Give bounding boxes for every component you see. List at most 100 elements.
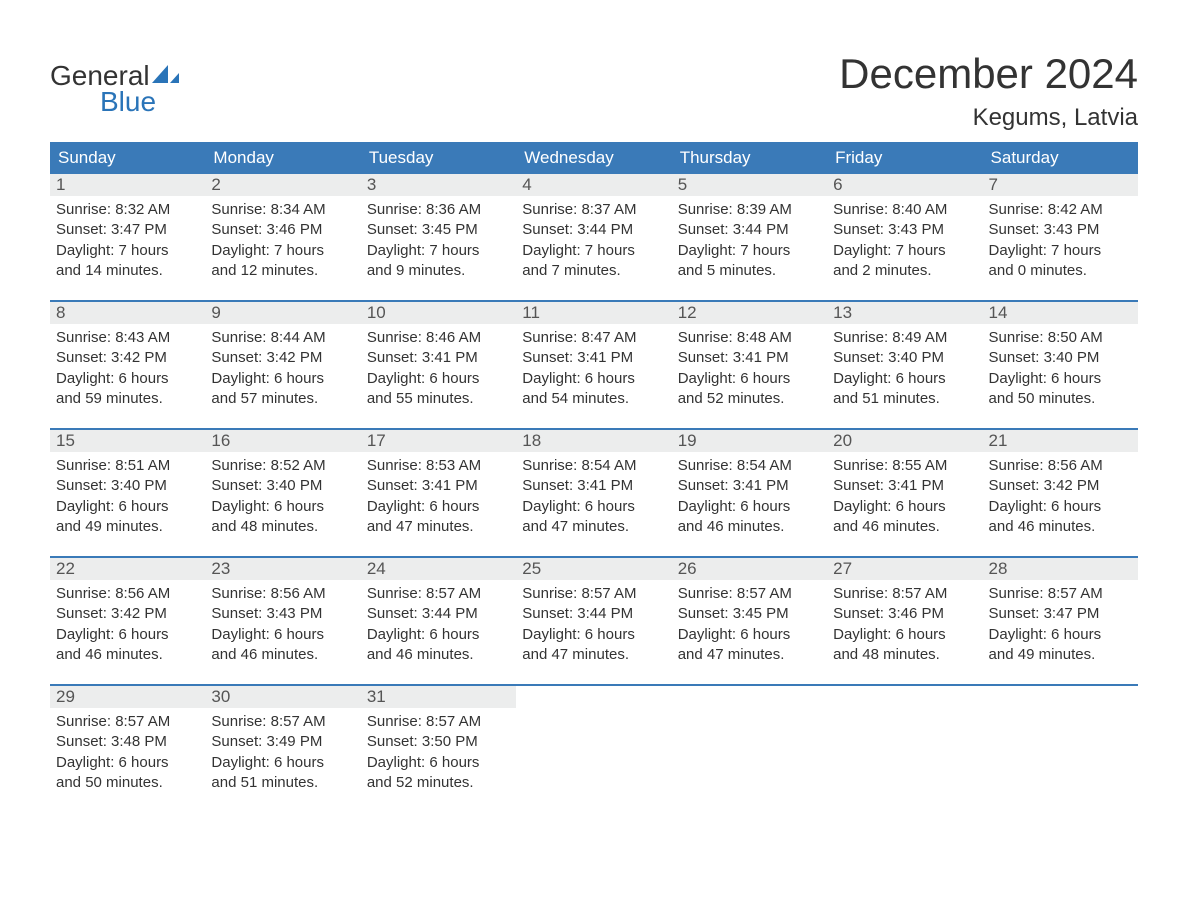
- week-row: 8Sunrise: 8:43 AMSunset: 3:42 PMDaylight…: [50, 300, 1138, 428]
- sunrise-line: Sunrise: 8:57 AM: [678, 584, 821, 604]
- week-row: 1Sunrise: 8:32 AMSunset: 3:47 PMDaylight…: [50, 174, 1138, 300]
- calendar: Sunday Monday Tuesday Wednesday Thursday…: [50, 142, 1138, 812]
- day-cell: 12Sunrise: 8:48 AMSunset: 3:41 PMDayligh…: [672, 302, 827, 428]
- day-number: 7: [983, 174, 1138, 196]
- day-content: Sunrise: 8:56 AMSunset: 3:43 PMDaylight:…: [205, 580, 360, 665]
- day-cell: 20Sunrise: 8:55 AMSunset: 3:41 PMDayligh…: [827, 430, 982, 556]
- daylight-line1: Daylight: 6 hours: [833, 497, 976, 517]
- daylight-line1: Daylight: 6 hours: [367, 625, 510, 645]
- day-number: 24: [361, 558, 516, 580]
- day-number: 26: [672, 558, 827, 580]
- day-cell: 23Sunrise: 8:56 AMSunset: 3:43 PMDayligh…: [205, 558, 360, 684]
- sunset-line: Sunset: 3:43 PM: [833, 220, 976, 240]
- sunrise-line: Sunrise: 8:54 AM: [522, 456, 665, 476]
- daylight-line1: Daylight: 6 hours: [56, 753, 199, 773]
- daylight-line2: and 57 minutes.: [211, 389, 354, 409]
- sunrise-line: Sunrise: 8:51 AM: [56, 456, 199, 476]
- sunset-line: Sunset: 3:50 PM: [367, 732, 510, 752]
- sunset-line: Sunset: 3:42 PM: [989, 476, 1132, 496]
- daylight-line1: Daylight: 6 hours: [678, 497, 821, 517]
- sunset-line: Sunset: 3:42 PM: [211, 348, 354, 368]
- sunset-line: Sunset: 3:41 PM: [833, 476, 976, 496]
- day-number: 4: [516, 174, 671, 196]
- day-number: 25: [516, 558, 671, 580]
- daylight-line2: and 52 minutes.: [678, 389, 821, 409]
- day-content: Sunrise: 8:36 AMSunset: 3:45 PMDaylight:…: [361, 196, 516, 281]
- day-content: Sunrise: 8:56 AMSunset: 3:42 PMDaylight:…: [983, 452, 1138, 537]
- day-number: 10: [361, 302, 516, 324]
- sunrise-line: Sunrise: 8:46 AM: [367, 328, 510, 348]
- weeks-container: 1Sunrise: 8:32 AMSunset: 3:47 PMDaylight…: [50, 174, 1138, 812]
- daylight-line2: and 49 minutes.: [56, 517, 199, 537]
- daylight-line2: and 46 minutes.: [367, 645, 510, 665]
- daylight-line1: Daylight: 6 hours: [56, 369, 199, 389]
- day-content: Sunrise: 8:55 AMSunset: 3:41 PMDaylight:…: [827, 452, 982, 537]
- daylight-line2: and 49 minutes.: [989, 645, 1132, 665]
- sunset-line: Sunset: 3:42 PM: [56, 348, 199, 368]
- sunrise-line: Sunrise: 8:57 AM: [367, 712, 510, 732]
- day-header-friday: Friday: [827, 142, 982, 174]
- daylight-line2: and 12 minutes.: [211, 261, 354, 281]
- day-cell: 10Sunrise: 8:46 AMSunset: 3:41 PMDayligh…: [361, 302, 516, 428]
- daylight-line1: Daylight: 7 hours: [833, 241, 976, 261]
- daylight-line2: and 7 minutes.: [522, 261, 665, 281]
- sunset-line: Sunset: 3:45 PM: [367, 220, 510, 240]
- day-content: Sunrise: 8:57 AMSunset: 3:44 PMDaylight:…: [516, 580, 671, 665]
- daylight-line2: and 51 minutes.: [833, 389, 976, 409]
- daylight-line2: and 0 minutes.: [989, 261, 1132, 281]
- daylight-line2: and 46 minutes.: [678, 517, 821, 537]
- sunset-line: Sunset: 3:43 PM: [989, 220, 1132, 240]
- day-cell: 22Sunrise: 8:56 AMSunset: 3:42 PMDayligh…: [50, 558, 205, 684]
- day-number: 19: [672, 430, 827, 452]
- daylight-line2: and 47 minutes.: [522, 645, 665, 665]
- day-content: Sunrise: 8:50 AMSunset: 3:40 PMDaylight:…: [983, 324, 1138, 409]
- day-number: 9: [205, 302, 360, 324]
- daylight-line1: Daylight: 7 hours: [56, 241, 199, 261]
- day-cell: 27Sunrise: 8:57 AMSunset: 3:46 PMDayligh…: [827, 558, 982, 684]
- daylight-line1: Daylight: 6 hours: [989, 369, 1132, 389]
- sunset-line: Sunset: 3:41 PM: [367, 348, 510, 368]
- daylight-line1: Daylight: 6 hours: [211, 369, 354, 389]
- sunrise-line: Sunrise: 8:32 AM: [56, 200, 199, 220]
- daylight-line1: Daylight: 6 hours: [522, 625, 665, 645]
- day-cell: 14Sunrise: 8:50 AMSunset: 3:40 PMDayligh…: [983, 302, 1138, 428]
- sunset-line: Sunset: 3:41 PM: [522, 348, 665, 368]
- day-header-sunday: Sunday: [50, 142, 205, 174]
- day-number: 6: [827, 174, 982, 196]
- day-cell: 5Sunrise: 8:39 AMSunset: 3:44 PMDaylight…: [672, 174, 827, 300]
- sunset-line: Sunset: 3:49 PM: [211, 732, 354, 752]
- daylight-line1: Daylight: 6 hours: [522, 497, 665, 517]
- day-content: Sunrise: 8:57 AMSunset: 3:49 PMDaylight:…: [205, 708, 360, 793]
- sunrise-line: Sunrise: 8:37 AM: [522, 200, 665, 220]
- day-content: Sunrise: 8:57 AMSunset: 3:47 PMDaylight:…: [983, 580, 1138, 665]
- day-number: 23: [205, 558, 360, 580]
- day-cell: 29Sunrise: 8:57 AMSunset: 3:48 PMDayligh…: [50, 686, 205, 812]
- sunrise-line: Sunrise: 8:47 AM: [522, 328, 665, 348]
- daylight-line2: and 46 minutes.: [833, 517, 976, 537]
- sunset-line: Sunset: 3:40 PM: [56, 476, 199, 496]
- daylight-line2: and 55 minutes.: [367, 389, 510, 409]
- daylight-line1: Daylight: 7 hours: [989, 241, 1132, 261]
- sunrise-line: Sunrise: 8:57 AM: [522, 584, 665, 604]
- daylight-line2: and 46 minutes.: [56, 645, 199, 665]
- day-cell: 7Sunrise: 8:42 AMSunset: 3:43 PMDaylight…: [983, 174, 1138, 300]
- daylight-line2: and 48 minutes.: [833, 645, 976, 665]
- day-content: Sunrise: 8:34 AMSunset: 3:46 PMDaylight:…: [205, 196, 360, 281]
- sunrise-line: Sunrise: 8:49 AM: [833, 328, 976, 348]
- daylight-line2: and 54 minutes.: [522, 389, 665, 409]
- daylight-line1: Daylight: 6 hours: [211, 753, 354, 773]
- day-number: 14: [983, 302, 1138, 324]
- logo-text-blue: Blue: [100, 86, 156, 118]
- day-number: 20: [827, 430, 982, 452]
- day-number: 27: [827, 558, 982, 580]
- day-content: Sunrise: 8:51 AMSunset: 3:40 PMDaylight:…: [50, 452, 205, 537]
- day-content: Sunrise: 8:40 AMSunset: 3:43 PMDaylight:…: [827, 196, 982, 281]
- day-cell: 9Sunrise: 8:44 AMSunset: 3:42 PMDaylight…: [205, 302, 360, 428]
- sunrise-line: Sunrise: 8:50 AM: [989, 328, 1132, 348]
- sunset-line: Sunset: 3:41 PM: [678, 348, 821, 368]
- sunrise-line: Sunrise: 8:40 AM: [833, 200, 976, 220]
- day-content: Sunrise: 8:46 AMSunset: 3:41 PMDaylight:…: [361, 324, 516, 409]
- day-content: Sunrise: 8:47 AMSunset: 3:41 PMDaylight:…: [516, 324, 671, 409]
- day-number: 29: [50, 686, 205, 708]
- day-cell: 24Sunrise: 8:57 AMSunset: 3:44 PMDayligh…: [361, 558, 516, 684]
